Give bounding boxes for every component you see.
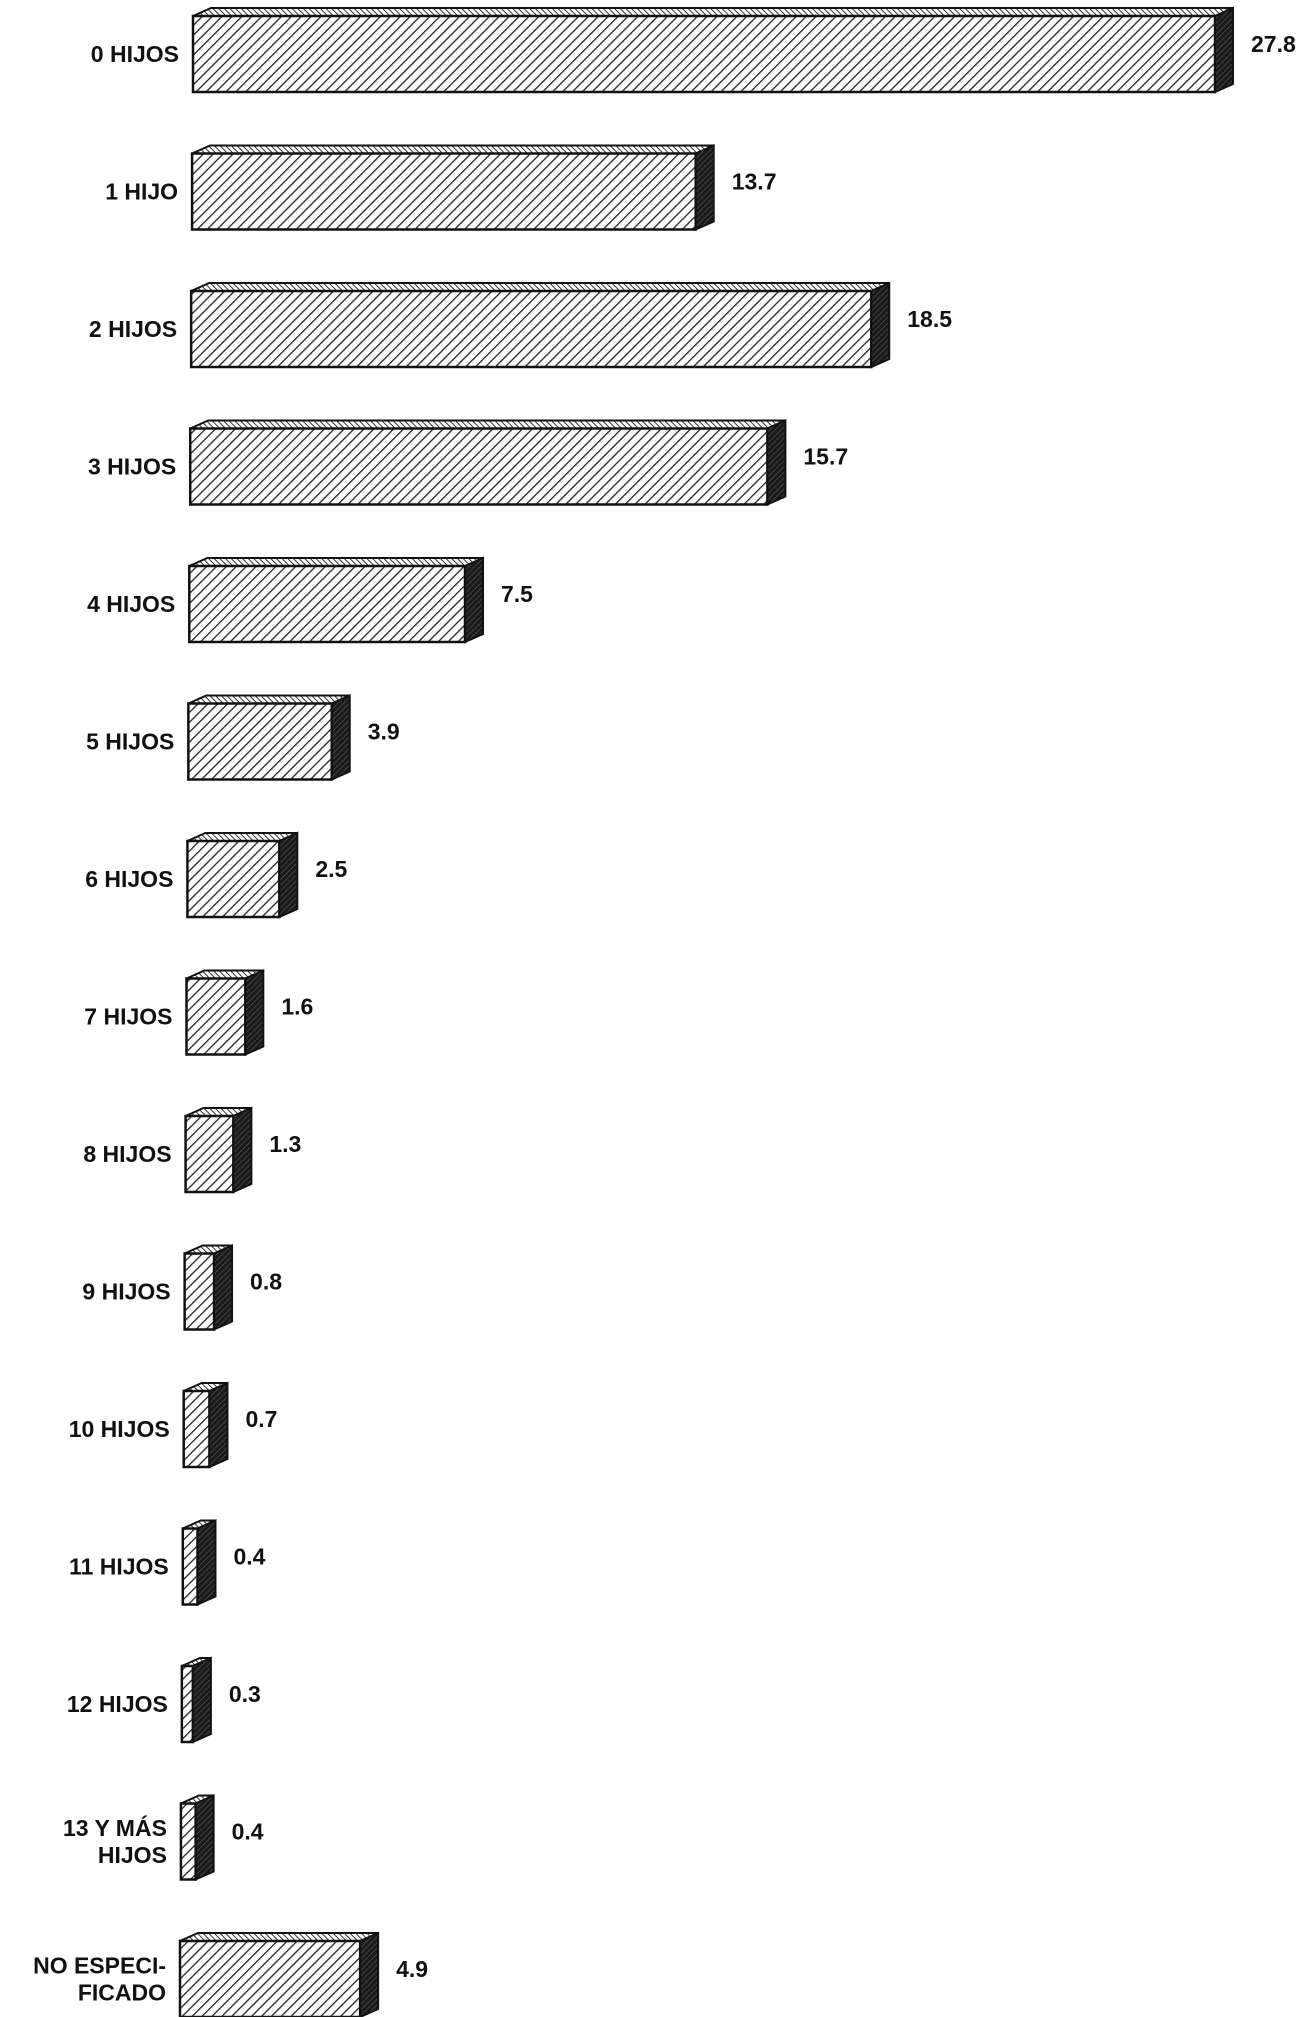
- bar-group: 5 HIJOS 3.9: [86, 693, 400, 782]
- bar-front: [184, 1114, 235, 1194]
- category-label: 8 HIJOS: [83, 1141, 171, 1167]
- value-label: 27.8: [1251, 31, 1296, 57]
- bar-front: [179, 1802, 197, 1881]
- bars-layer: 0 HIJOS 27.8 1 HIJO 13.7 2 HIJOS 18.5 3 HIJOS 1…: [33, 6, 1296, 2017]
- bar-group: 12 HIJOS 0.3: [67, 1656, 261, 1744]
- category-label: 3 HIJOS: [88, 454, 176, 480]
- bar-side: [196, 1518, 217, 1607]
- bar-front: [187, 702, 333, 781]
- value-label: 0.3: [229, 1681, 261, 1707]
- value-label: 15.7: [803, 444, 848, 470]
- bar-group: 9 HIJOS 0.8: [82, 1243, 282, 1332]
- bar-side: [278, 831, 299, 919]
- bar-side: [244, 968, 265, 1057]
- bar-group: 7 HIJOS 1.6: [84, 968, 313, 1057]
- category-label: 1 HIJO: [105, 179, 178, 205]
- bar-side: [208, 1381, 229, 1469]
- category-label: NO ESPECI-FICADO: [33, 1953, 166, 2006]
- category-label: 5 HIJOS: [86, 729, 174, 755]
- value-label: 2.5: [315, 856, 347, 882]
- bar-front: [190, 152, 697, 231]
- bar-side: [330, 693, 351, 782]
- bar-group: 3 HIJOS 15.7: [88, 418, 848, 507]
- bar-group: 6 HIJOS 2.5: [85, 831, 348, 919]
- bar-front: [186, 839, 281, 919]
- category-label: 11 HIJOS: [69, 1554, 169, 1580]
- bar-group: 10 HIJOS 0.7: [69, 1381, 277, 1469]
- bar-side: [213, 1243, 234, 1332]
- bar-front: [180, 1664, 195, 1744]
- category-label: 10 HIJOS: [69, 1416, 170, 1442]
- category-label: 0 HIJOS: [91, 41, 179, 67]
- bar-front: [188, 564, 467, 644]
- category-label: 2 HIJOS: [89, 316, 177, 342]
- value-label: 0.7: [245, 1406, 277, 1432]
- value-label: 0.8: [250, 1269, 282, 1295]
- value-label: 0.4: [232, 1819, 264, 1845]
- bar-front: [189, 289, 873, 369]
- bar-side: [194, 1793, 215, 1882]
- value-label: 0.4: [233, 1544, 265, 1570]
- value-label: 7.5: [501, 581, 533, 607]
- bar-side: [766, 418, 787, 507]
- bar-side: [870, 281, 891, 369]
- category-label: 13 Y MÁS HIJOS: [63, 1814, 167, 1868]
- bar-group: 0 HIJOS 27.8: [91, 6, 1296, 94]
- value-label: 3.9: [368, 719, 400, 745]
- bar-side: [232, 1106, 253, 1194]
- bar-group: 2 HIJOS 18.5: [89, 281, 952, 369]
- bar-group: 8 HIJOS 1.3: [83, 1106, 301, 1194]
- bar-front: [178, 1939, 362, 2017]
- bar-front: [188, 427, 769, 506]
- category-label: 12 HIJOS: [67, 1691, 168, 1717]
- bar-side: [359, 1931, 380, 2017]
- category-label: 9 HIJOS: [82, 1279, 170, 1305]
- bar-front: [183, 1252, 216, 1331]
- category-label: 4 HIJOS: [87, 591, 175, 617]
- value-label: 13.7: [732, 169, 777, 195]
- value-label: 4.9: [396, 1956, 428, 1982]
- bar-group: 1 HIJO 13.7: [105, 143, 777, 232]
- bar-front: [181, 1527, 199, 1606]
- bar-front: [182, 1389, 211, 1469]
- bar-group: 13 Y MÁS HIJOS 0.4: [63, 1793, 264, 1882]
- value-label: 18.5: [907, 306, 952, 332]
- value-label: 1.3: [269, 1131, 301, 1157]
- category-label: 7 HIJOS: [84, 1004, 172, 1030]
- bar-front: [191, 14, 1217, 94]
- bar-side: [464, 556, 485, 644]
- value-label: 1.6: [281, 994, 313, 1020]
- bar-side: [1214, 6, 1234, 94]
- bar-side: [694, 143, 715, 232]
- category-label: 6 HIJOS: [85, 866, 173, 892]
- bar-group: 11 HIJOS 0.4: [69, 1518, 266, 1607]
- bar-group: NO ESPECI-FICADO 4.9: [33, 1931, 428, 2017]
- bar-group: 4 HIJOS 7.5: [87, 556, 533, 644]
- bar-front: [185, 977, 247, 1056]
- bar-side: [191, 1656, 212, 1744]
